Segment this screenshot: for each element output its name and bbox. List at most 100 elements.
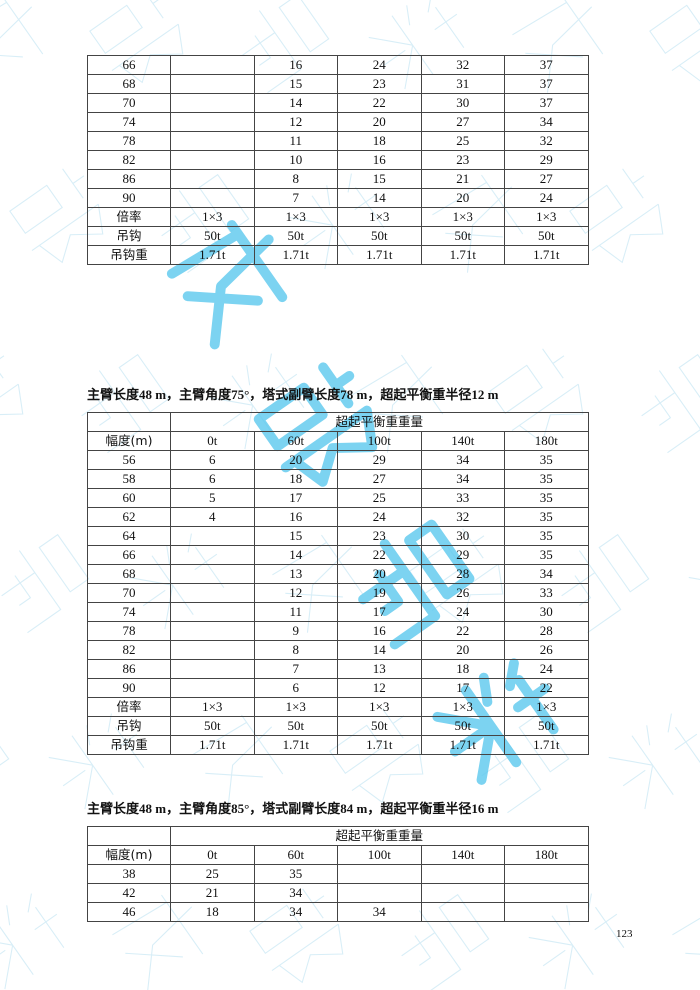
header-group-row: 超起平衡重重量 (87, 412, 589, 432)
row-label: 58 (87, 469, 171, 489)
table-cell: 16 (253, 55, 338, 75)
table-cell: 22 (420, 621, 505, 641)
table-cell: 20 (253, 450, 338, 470)
table-cell: 35 (504, 545, 589, 565)
column-header: 0t (170, 431, 255, 451)
table-cell: 5 (170, 488, 255, 508)
table-cell: 34 (420, 469, 505, 489)
table-row: 74 11 17 24 30 (87, 602, 589, 622)
table-cell: 23 (337, 526, 422, 546)
table-cell: 12 (337, 678, 422, 698)
row-label: 倍率 (87, 697, 171, 717)
table-cell: 20 (420, 640, 505, 660)
table-cell: 30 (504, 602, 589, 622)
table-cell: 50t (420, 226, 505, 246)
table-cell: 1×3 (337, 207, 422, 227)
header-group-row: 超起平衡重重量 (87, 826, 589, 846)
table-row: 70 12 19 26 33 (87, 583, 589, 603)
table-row: 38 25 35 (87, 864, 589, 884)
row-label: 74 (87, 112, 171, 132)
header-empty (87, 412, 171, 432)
table-cell: 1×3 (420, 207, 505, 227)
table-cell: 17 (253, 488, 338, 508)
column-header: 60t (253, 845, 338, 865)
column-header: 幅度(m) (87, 845, 171, 865)
watermark-pattern (0, 713, 10, 814)
table-cell: 21 (170, 883, 255, 903)
table-cell: 17 (337, 602, 422, 622)
table-cell: 35 (253, 864, 338, 884)
row-label: 64 (87, 526, 171, 546)
table-row: 78 9 16 22 28 (87, 621, 589, 641)
load-table: 超起平衡重重量 幅度(m) 0t 60t 100t 140t 180t 38 25 35 42 21 3… (87, 826, 589, 922)
header-row: 幅度(m) 0t 60t 100t 140t 180t (87, 431, 589, 451)
table-cell: 28 (420, 564, 505, 584)
table-cell (420, 883, 505, 903)
column-header: 140t (420, 845, 505, 865)
table-cell: 50t (253, 226, 338, 246)
table-cell: 33 (420, 488, 505, 508)
table-cell: 7 (253, 659, 338, 679)
table-cell: 20 (337, 564, 422, 584)
table-row: 78 11 18 25 32 (87, 131, 589, 151)
table-row: 吊钩 50t 50t 50t 50t 50t (87, 226, 589, 246)
table-row: 60 5 17 25 33 35 (87, 488, 589, 508)
table-cell (170, 55, 255, 75)
table-cell: 34 (253, 883, 338, 903)
table-cell: 9 (253, 621, 338, 641)
table-cell: 30 (420, 93, 505, 113)
table-cell: 35 (504, 469, 589, 489)
table-cell: 29 (337, 450, 422, 470)
table-cell: 35 (504, 507, 589, 527)
watermark-pattern (688, 533, 700, 630)
table-cell: 32 (504, 131, 589, 151)
table-cell (170, 545, 255, 565)
table-row: 倍率 1×3 1×3 1×3 1×3 1×3 (87, 697, 589, 717)
table-cell (170, 526, 255, 546)
table-row: 46 18 34 34 (87, 902, 589, 922)
table-cell: 50t (504, 716, 589, 736)
table-cell: 23 (420, 150, 505, 170)
table-cell: 21 (420, 169, 505, 189)
table-cell: 24 (504, 188, 589, 208)
table-cell (170, 678, 255, 698)
table-cell: 16 (253, 507, 338, 527)
table-cell (170, 640, 255, 660)
table-cell: 1.71t (504, 735, 589, 755)
table-cell: 16 (337, 150, 422, 170)
page-number: 123 (616, 928, 633, 940)
table-title: 主臂长度48 m，主臂角度75°，塔式副臂长度78 m，超起平衡重半径12 m (87, 387, 499, 402)
row-label: 82 (87, 150, 171, 170)
row-label: 78 (87, 621, 171, 641)
row-label: 42 (87, 883, 171, 903)
row-label: 56 (87, 450, 171, 470)
table-cell (170, 169, 255, 189)
table-row: 82 8 14 20 26 (87, 640, 589, 660)
row-label: 吊钩重 (87, 245, 171, 265)
table-cell (170, 659, 255, 679)
table-cell: 24 (504, 659, 589, 679)
table-cell: 1×3 (253, 697, 338, 717)
table-cell: 34 (504, 112, 589, 132)
header-empty (87, 826, 171, 846)
table-cell: 7 (253, 188, 338, 208)
row-label: 74 (87, 602, 171, 622)
row-label: 60 (87, 488, 171, 508)
table-cell: 24 (337, 55, 422, 75)
column-header: 100t (337, 431, 422, 451)
column-header: 180t (504, 431, 589, 451)
table-cell: 12 (253, 583, 338, 603)
table-title: 主臂长度48 m，主臂角度85°，塔式副臂长度84 m，超起平衡重半径16 m (87, 801, 499, 816)
table-cell: 25 (420, 131, 505, 151)
row-label: 吊钩 (87, 716, 171, 736)
watermark-pattern (1, 533, 90, 634)
table-cell: 34 (253, 902, 338, 922)
column-header: 140t (420, 431, 505, 451)
table-cell: 1.71t (170, 245, 255, 265)
row-label: 66 (87, 545, 171, 565)
table-row: 82 10 16 23 29 (87, 150, 589, 170)
table-cell (504, 864, 589, 884)
table-row: 68 15 23 31 37 (87, 74, 589, 94)
row-label: 78 (87, 131, 171, 151)
table-cell: 32 (420, 55, 505, 75)
